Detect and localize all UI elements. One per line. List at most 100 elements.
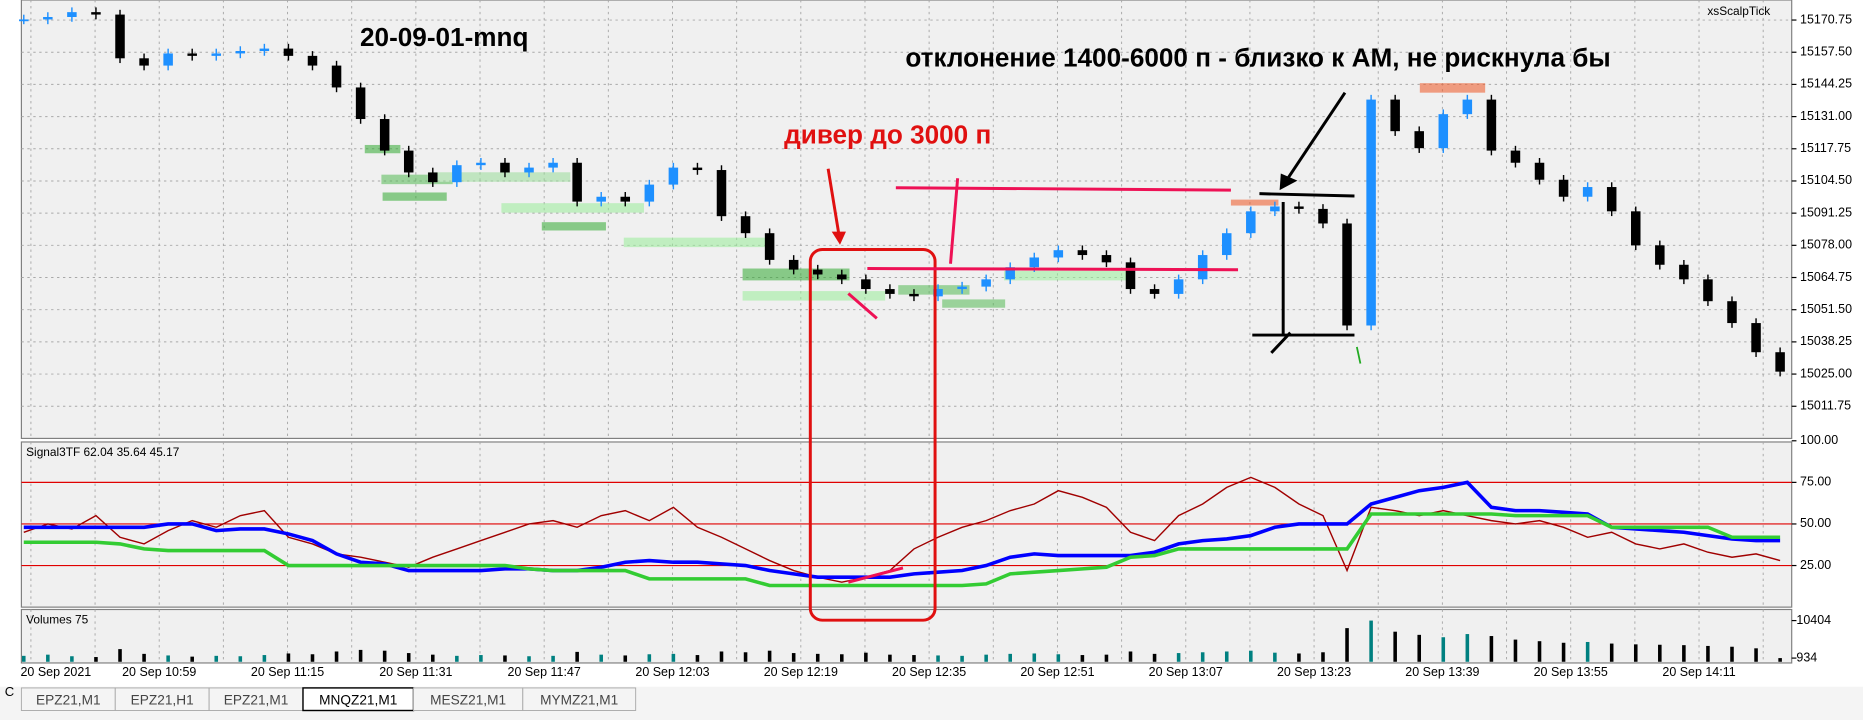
candle-body [452, 165, 462, 183]
volume-bar [238, 656, 243, 662]
div-line [847, 566, 904, 584]
tab[interactable] [522, 687, 637, 711]
volume-bar [695, 655, 700, 662]
volume-bar [551, 655, 555, 662]
x-tick-label: 20 Sep 11:47 [508, 665, 581, 679]
volume-bar [527, 656, 531, 662]
candle-body [211, 53, 222, 56]
candle-body [379, 119, 390, 151]
y-tick-label: 50.00 [1800, 516, 1831, 530]
volume-bar [1489, 636, 1494, 662]
tab-label[interactable]: MNQZ21,M1 [319, 693, 397, 708]
candle-body [187, 53, 197, 56]
zone [623, 237, 767, 248]
x-tick-label: 20 Sep 12:35 [892, 665, 966, 679]
volume-bar [503, 655, 507, 662]
candle-body [1582, 187, 1593, 197]
arrow [826, 168, 841, 235]
volume-bar [70, 656, 74, 662]
volume-bar [791, 653, 796, 662]
indicator-line [23, 476, 1781, 583]
zone [1003, 270, 1135, 281]
volume-bar [166, 655, 170, 662]
volume-bar [1104, 654, 1109, 662]
candle-body [1390, 99, 1400, 132]
candle-body [403, 150, 414, 173]
volume-bar [1609, 643, 1614, 662]
volume-bar [1441, 637, 1446, 662]
y-tick-label: 15091.25 [1800, 205, 1852, 219]
tab-label[interactable]: EPZ21,H1 [131, 693, 194, 708]
volume-bar [1273, 652, 1277, 662]
volume-bar [671, 653, 676, 662]
y-tick-label: 15078.00 [1800, 238, 1852, 252]
candle-body [668, 167, 679, 185]
candle-body [1606, 187, 1617, 212]
volume-bar [1056, 654, 1061, 662]
tab-label[interactable]: EPZ21,M1 [224, 693, 289, 708]
arrow [1286, 91, 1347, 180]
volume-bar [1706, 645, 1710, 662]
candle-body [115, 14, 125, 59]
volume-bar [214, 655, 219, 662]
volume-bar [815, 653, 820, 662]
candle-body [1438, 114, 1449, 149]
candle-body [1053, 250, 1064, 258]
candle-body [933, 289, 943, 297]
volume-bar [1393, 631, 1397, 662]
x-tick-label: 20 Sep 10:59 [122, 665, 196, 679]
volume-bar [1297, 653, 1301, 662]
candle-body [1534, 162, 1545, 180]
x-tick-label: 20 Sep 11:31 [379, 665, 452, 679]
candle-body [861, 279, 871, 290]
volume-bar [719, 651, 724, 662]
y-tick-label: 15038.25 [1800, 334, 1852, 348]
candle-body [500, 162, 510, 173]
candle-body [355, 87, 366, 120]
signal-arrow [1355, 346, 1362, 364]
volume-bar [1224, 651, 1229, 662]
candle-body [331, 65, 342, 88]
level-line [867, 267, 1239, 272]
y-tick-label: 15157.50 [1800, 45, 1852, 59]
volume-bar [1682, 645, 1686, 662]
candle-body [1727, 301, 1737, 324]
volume-bar [1513, 639, 1518, 662]
x-tick-label: 20 Sep 12:19 [764, 665, 838, 679]
candle-body [1029, 257, 1040, 268]
y-tick-label: 15025.00 [1800, 366, 1852, 380]
zone [942, 299, 1006, 308]
y-tick-label: 15011.75 [1800, 399, 1851, 413]
volume-bar [21, 655, 26, 662]
x-tick-label: 20 Sep 2021 [20, 665, 91, 679]
arrow-head [831, 231, 846, 245]
candle-body [572, 162, 582, 202]
y-tick-label: 15051.50 [1800, 302, 1852, 316]
tab-label[interactable]: MYMZ21,M1 [540, 693, 618, 708]
volume-bar [960, 655, 964, 662]
range-line [1270, 331, 1292, 354]
volume-bar [334, 651, 339, 662]
volume-bar [358, 649, 363, 662]
volume-bar [743, 652, 748, 662]
candle-body [957, 286, 967, 290]
tab-label[interactable]: MESZ21,M1 [430, 693, 506, 708]
volume-bar [1585, 641, 1590, 662]
volume-bar [1008, 653, 1012, 662]
volume-bar [1465, 634, 1470, 662]
volume-bar [1417, 634, 1422, 662]
candle-body [1077, 250, 1088, 256]
candle-body [1462, 99, 1473, 115]
volume-bar [1730, 646, 1734, 662]
volume-name: Volumes 75 [26, 612, 88, 626]
volume-bar [94, 657, 98, 662]
tab-label[interactable]: EPZ21,M1 [36, 693, 101, 708]
candle-body [1703, 279, 1713, 302]
x-tick-label: 20 Sep 11:15 [251, 665, 324, 679]
volume-bar [1778, 658, 1782, 662]
candle-body [1294, 206, 1304, 209]
price-pane [20, 0, 1793, 440]
candle-body [1246, 211, 1256, 234]
y-tick-label: 15117.75 [1800, 141, 1851, 155]
